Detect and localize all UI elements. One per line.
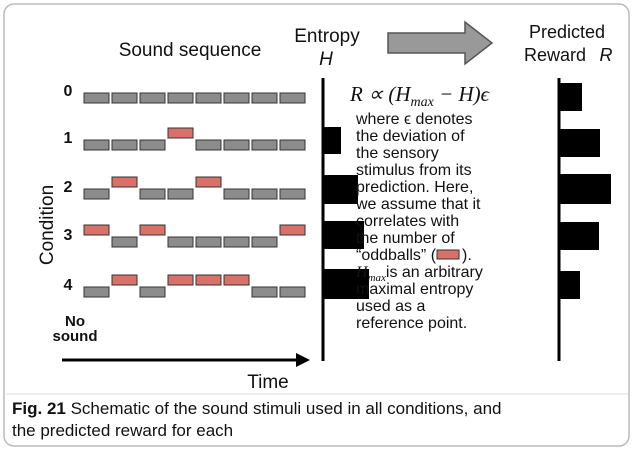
- oddball-tone: [195, 176, 222, 188]
- oddball-tone: [167, 274, 194, 286]
- oddball-tone: [223, 274, 250, 286]
- caption-line: the predicted reward for each: [12, 421, 233, 440]
- standard-tone: [195, 139, 222, 151]
- description-line: where ϵ denotes: [355, 111, 472, 128]
- standard-tone: [223, 92, 250, 104]
- description-line: we assume that it: [355, 196, 481, 213]
- big-arrow: [387, 20, 494, 66]
- standard-tone: [139, 286, 166, 298]
- formula: R ∝ (Hmax − H)ϵ: [349, 82, 491, 110]
- standard-tone: [167, 92, 194, 104]
- sound-sequence-label: Sound sequence: [119, 40, 262, 61]
- condition-label: 2: [64, 179, 73, 196]
- no-sound: sound: [53, 328, 98, 345]
- oddball-tone: [111, 274, 138, 286]
- reward-bars: [560, 83, 611, 299]
- entropy-bars: [324, 127, 369, 299]
- description-line: prediction. Here,: [356, 179, 473, 196]
- description-line: “oddballs” ().: [356, 247, 472, 264]
- condition-label: 0: [64, 83, 73, 100]
- sequences: [83, 92, 306, 298]
- oddball-tone: [83, 224, 110, 236]
- condition-label: 3: [64, 227, 73, 244]
- reward-bar: [560, 222, 599, 250]
- oddball-icon: [436, 249, 460, 260]
- reward-bar: [560, 174, 611, 204]
- standard-tone: [167, 188, 194, 200]
- condition-label: 4: [64, 277, 73, 294]
- frame: [3, 3, 630, 447]
- standard-tone: [223, 236, 250, 248]
- caption-label: Fig. 21: [12, 399, 66, 418]
- oddball-tone: [167, 127, 194, 139]
- reward-label-2: Reward: [524, 45, 586, 65]
- description-line: maximal entropy: [356, 281, 473, 298]
- standard-tone: [139, 188, 166, 200]
- caption: Fig. 21 Schematic of the sound stimuli u…: [12, 399, 502, 418]
- condition-axis: Condition: [37, 185, 58, 265]
- oddball-tone: [279, 224, 306, 236]
- standard-tone: [83, 139, 110, 151]
- standard-tone: [83, 92, 110, 104]
- entropy-bar: [324, 221, 364, 249]
- standard-tone: [279, 188, 306, 200]
- standard-tone: [167, 236, 194, 248]
- entropy-bar: [324, 175, 358, 204]
- reward-symbol: R: [600, 45, 613, 65]
- standard-tone: [195, 92, 222, 104]
- oddball-tone: [139, 224, 166, 236]
- description-line: the deviation of: [356, 128, 465, 145]
- standard-tone: [251, 92, 278, 104]
- hmax-rest: is an arbitrary: [386, 264, 483, 281]
- no-sound: No: [65, 313, 85, 330]
- standard-tone: [223, 188, 250, 200]
- entropy-label: Entropy: [294, 26, 360, 47]
- hmax-sub: max: [368, 272, 386, 284]
- standard-tone: [279, 286, 306, 298]
- standard-tone: [139, 92, 166, 104]
- standard-tone: [251, 139, 278, 151]
- standard-tone: [83, 188, 110, 200]
- reward-bar: [560, 271, 580, 299]
- standard-tone: [251, 188, 278, 200]
- oddball-tone: [111, 176, 138, 188]
- standard-tone: [279, 139, 306, 151]
- description-line: Hmaxis an arbitrary: [355, 264, 483, 284]
- description-line: stimulus from its: [356, 162, 472, 179]
- oddball-tone: [195, 274, 222, 286]
- description-line: correlates with: [356, 213, 459, 230]
- standard-tone: [195, 236, 222, 248]
- description-line: reference point.: [356, 315, 467, 332]
- entropy-bar: [324, 269, 369, 299]
- standard-tone: [279, 92, 306, 104]
- standard-tone: [251, 236, 278, 248]
- formula-sub: max: [411, 95, 435, 110]
- time-arrowhead: [296, 353, 310, 367]
- standard-tone: [111, 92, 138, 104]
- reward-label: Predicted: [529, 22, 605, 42]
- standard-tone: [111, 139, 138, 151]
- standard-tone: [83, 286, 110, 298]
- reward-bar: [560, 129, 600, 157]
- caption-line: Schematic of the sound stimuli used in a…: [66, 399, 502, 418]
- condition-label: 1: [64, 130, 73, 147]
- reward-bar: [560, 83, 582, 111]
- entropy-bar: [324, 127, 341, 154]
- standard-tone: [251, 286, 278, 298]
- oddball-text: “oddballs” (: [356, 247, 437, 264]
- formula-tail: − H)ϵ: [434, 82, 491, 106]
- oddball-text: ).: [462, 247, 472, 264]
- entropy-symbol: H: [319, 49, 333, 70]
- standard-tone: [139, 139, 166, 151]
- description-line: the number of: [356, 230, 455, 247]
- standard-tone: [111, 236, 138, 248]
- description-line: the sensory: [356, 145, 439, 162]
- hmax-symbol: H: [355, 264, 369, 281]
- formula-lead: R ∝ (H: [349, 82, 412, 106]
- description-line: used as a: [356, 298, 425, 315]
- standard-tone: [223, 139, 250, 151]
- time-label: Time: [247, 372, 289, 393]
